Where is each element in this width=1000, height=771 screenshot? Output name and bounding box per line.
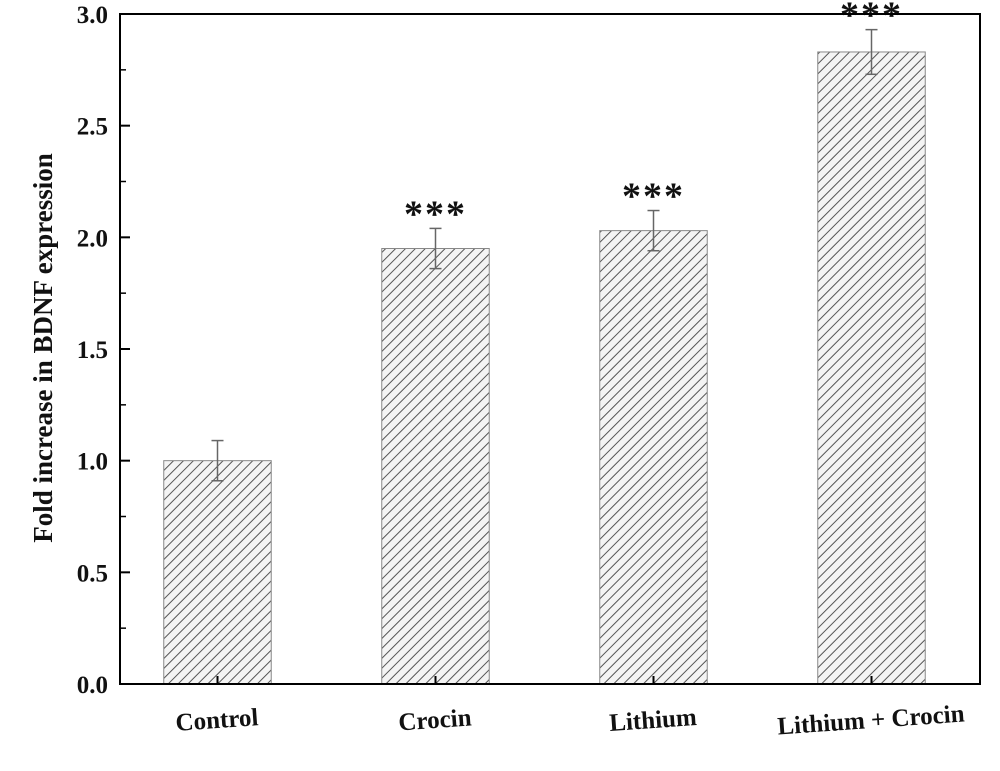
plot-frame bbox=[119, 13, 981, 685]
significance-label: *** bbox=[404, 193, 467, 235]
y-tick-label: 2.0 bbox=[77, 225, 108, 252]
bar bbox=[163, 460, 272, 685]
y-tick-label: 3.0 bbox=[77, 2, 108, 29]
y-tick-label: 0.5 bbox=[77, 560, 108, 587]
significance-label: *** bbox=[840, 0, 903, 37]
x-category-label: Control bbox=[175, 704, 260, 737]
y-axis-label: Fold increase in BDNF expression bbox=[28, 153, 58, 543]
bar bbox=[381, 248, 490, 685]
x-category-label: Crocin bbox=[398, 704, 473, 736]
significance-label: *** bbox=[622, 176, 685, 218]
bar bbox=[599, 230, 708, 685]
x-category-label: Lithium bbox=[608, 704, 697, 737]
chart-marks: 0.0 0.5 1.0 1.5 2.0 2.5 3.0 Control *** Crocin ***… bbox=[77, 0, 966, 741]
y-tick-label: 2.5 bbox=[77, 114, 108, 141]
x-category-label: Lithium + Crocin bbox=[777, 701, 966, 741]
y-tick-label: 1.5 bbox=[77, 337, 108, 364]
y-tick-label: 0.0 bbox=[77, 672, 108, 699]
y-tick-label: 1.0 bbox=[77, 449, 108, 476]
bar bbox=[817, 51, 926, 685]
